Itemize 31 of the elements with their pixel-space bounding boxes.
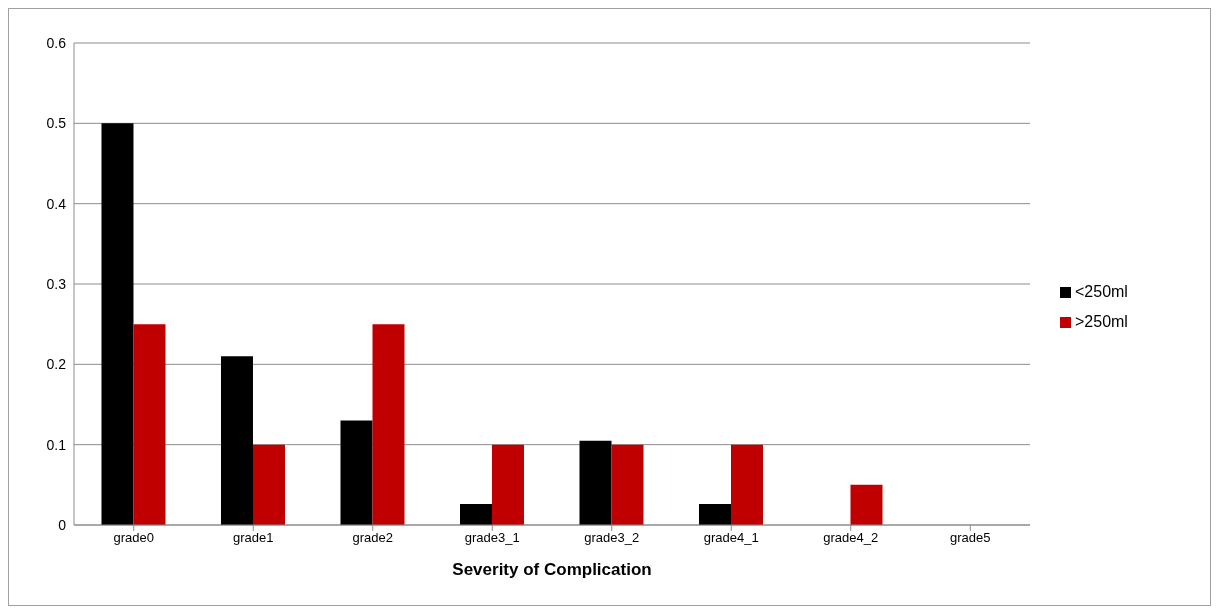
x-tick-label: grade2 — [352, 530, 393, 546]
x-axis-title: Severity of Complication — [452, 560, 652, 579]
x-tick-label: grade0 — [113, 530, 154, 546]
bar — [372, 324, 405, 525]
bar — [220, 356, 253, 525]
bar — [252, 444, 285, 525]
y-tick-label: 0.4 — [46, 195, 67, 212]
legend-label: <250ml — [1075, 283, 1128, 300]
x-tick-label: grade4_1 — [703, 530, 759, 546]
bar — [698, 504, 731, 525]
bar — [611, 444, 644, 525]
bar — [340, 420, 373, 525]
legend-label: >250ml — [1075, 313, 1128, 330]
bar — [459, 504, 492, 525]
x-tick-label: grade4_2 — [823, 530, 879, 546]
x-tick-label: grade3_2 — [584, 530, 640, 546]
x-tick-label: grade1 — [233, 530, 274, 546]
bar — [491, 444, 524, 525]
y-tick-label: 0.1 — [46, 436, 67, 453]
y-tick-label: 0.2 — [46, 356, 67, 373]
bar — [101, 123, 134, 525]
x-tick-label: grade3_1 — [464, 530, 520, 546]
bar — [850, 484, 883, 525]
bar — [579, 440, 612, 525]
y-tick-label: 0.6 — [46, 34, 67, 51]
bar — [133, 324, 166, 525]
y-tick-label: 0.3 — [46, 275, 67, 292]
y-tick-label: 0 — [58, 516, 67, 533]
y-tick-label: 0.5 — [46, 115, 67, 132]
x-tick-label: grade5 — [950, 530, 991, 546]
bar — [730, 444, 763, 525]
